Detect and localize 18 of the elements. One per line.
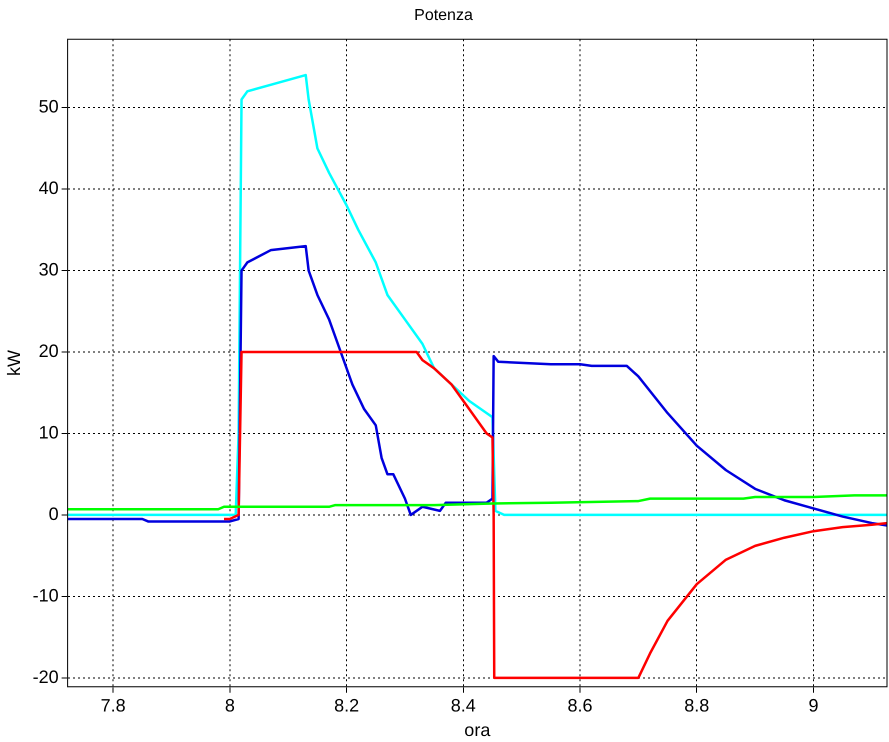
y-tick-label: 10 <box>38 422 59 442</box>
y-tick-label: 0 <box>48 504 59 524</box>
x-tick-label: 9 <box>808 696 818 716</box>
y-tick-label: 20 <box>38 340 59 361</box>
x-tick-label: 8.8 <box>684 696 710 716</box>
x-tick-label: 7.8 <box>100 696 126 716</box>
x-axis-title: ora <box>464 720 492 740</box>
y-tick-label: 30 <box>38 260 59 280</box>
y-tick-label: 40 <box>38 178 59 198</box>
x-tick-label: 8.6 <box>568 696 593 716</box>
y-tick-label: -20 <box>32 666 59 687</box>
y-axis-title: kW <box>4 350 24 376</box>
y-tick-label: 50 <box>38 96 59 117</box>
x-tick-label: 8.4 <box>450 696 476 716</box>
y-tick-label: -10 <box>32 585 59 606</box>
chart-title: Potenza <box>414 7 473 24</box>
x-tick-label: 8.2 <box>334 696 360 716</box>
x-tick-label: 8 <box>224 696 235 716</box>
